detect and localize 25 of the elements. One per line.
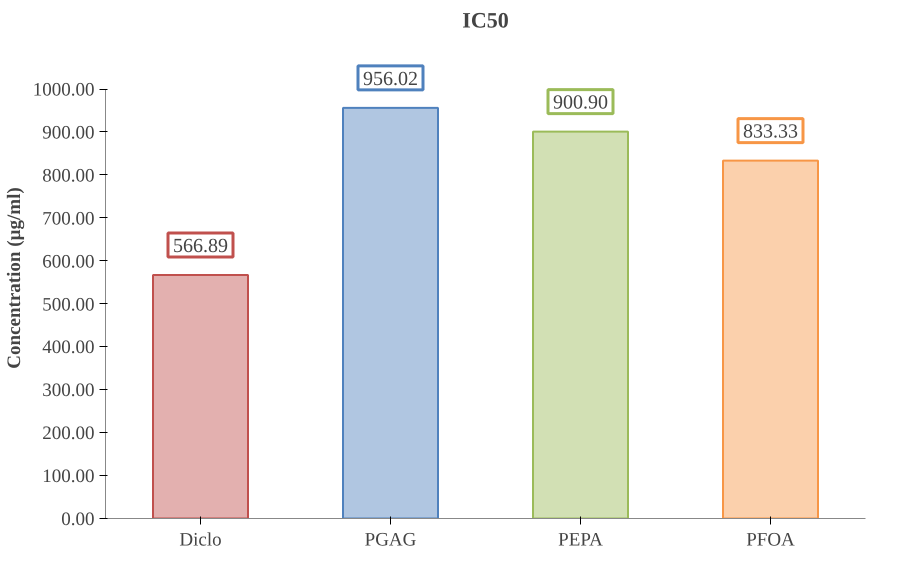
y-tick-label: 700.00 [42, 208, 94, 230]
y-tick-label: 100.00 [42, 466, 94, 488]
y-tick-label: 800.00 [42, 165, 94, 186]
bar [532, 130, 629, 518]
data-label: 900.90 [553, 92, 608, 114]
data-label: 956.02 [363, 68, 418, 90]
y-tick-label: 500.00 [42, 294, 94, 316]
y-tick-label: 0.00 [61, 509, 94, 530]
y-tick-label: 400.00 [42, 337, 94, 358]
y-tick-label: 600.00 [42, 251, 94, 272]
bar [342, 106, 439, 518]
bar [152, 274, 249, 518]
x-tick-label: PFOA [746, 530, 796, 550]
x-tick-label: PEPA [558, 530, 604, 550]
bar [722, 160, 819, 518]
y-tick-label: 200.00 [42, 423, 94, 444]
data-label: 566.89 [173, 235, 228, 258]
y-tick-label: 300.00 [42, 380, 94, 402]
x-tick-label: PGAG [364, 530, 417, 550]
y-axis-title: Concentration (µg/ml) [4, 187, 25, 369]
y-tick-label: 1000.00 [32, 80, 94, 101]
data-label: 833.33 [743, 120, 798, 143]
x-tick-label: Diclo [179, 530, 222, 550]
y-tick-label: 900.00 [42, 122, 94, 144]
chart-title: IC50 [462, 8, 509, 32]
